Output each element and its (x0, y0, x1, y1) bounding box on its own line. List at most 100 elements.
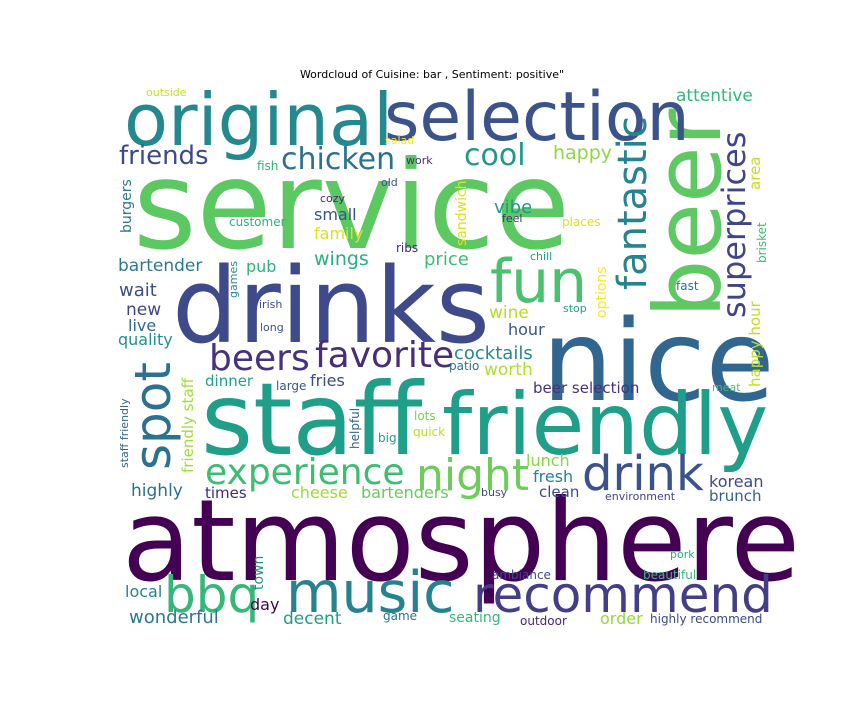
word-environment: environment (605, 490, 676, 503)
word-pub: pub (246, 257, 276, 276)
word-lunch: lunch (526, 451, 570, 470)
word-outside: outside (146, 86, 187, 99)
word-order: order (600, 609, 643, 628)
word-customer: customer (229, 215, 286, 229)
word-cool: cool (464, 138, 526, 173)
word-favorite: favorite (315, 335, 454, 376)
word-beautiful: beautiful (643, 568, 696, 582)
word-cheese: cheese (291, 483, 348, 502)
word-hour: hour (508, 320, 545, 339)
word-stop: stop (563, 302, 587, 315)
word-service: service (133, 135, 570, 277)
word-outdoor: outdoor (520, 614, 567, 628)
word-places: places (562, 215, 601, 229)
word-spot: spot (124, 362, 182, 470)
word-music: music (286, 560, 455, 626)
word-beer: beer (635, 108, 742, 318)
word-friendly: friendly (442, 375, 768, 475)
word-staff: staff (201, 361, 425, 478)
word-staff-friendly: staff friendly (118, 398, 131, 468)
word-highly: highly (131, 481, 183, 501)
word-seating: seating (449, 610, 501, 626)
word-chicken: chicken (281, 142, 395, 177)
word-quality: quality (118, 330, 173, 349)
word-area: area (746, 157, 764, 190)
word-brunch: brunch (709, 487, 761, 505)
word-games: games (227, 261, 240, 298)
word-bartender: bartender (118, 256, 202, 276)
word-brisket: brisket (755, 222, 769, 263)
word-fast: fast (676, 279, 699, 293)
word-town: town (251, 556, 267, 590)
word-fun: fun (490, 247, 587, 317)
word-atmosphere: atmosphere (122, 475, 800, 607)
word-dinner: dinner (205, 372, 254, 390)
word-beers: beers (209, 338, 310, 379)
wordcloud-title: Wordcloud of Cuisine: bar , Sentiment: p… (299, 68, 565, 81)
word-game: game (383, 609, 417, 623)
word-beer-selection: beer selection (533, 379, 639, 397)
word-happy: happy (553, 142, 612, 164)
word-fresh: fresh (533, 467, 573, 486)
word-patio: patio (449, 359, 479, 373)
word-clean: clean (539, 483, 579, 501)
word-long: long (260, 321, 284, 334)
word-vibe: vibe (494, 197, 532, 218)
word-meat: meat (712, 381, 741, 394)
word-large: large (276, 379, 306, 393)
word-ribs: ribs (396, 241, 418, 255)
word-selection: selection (384, 78, 690, 157)
word-korean: korean (709, 472, 764, 491)
word-chill: chill (530, 250, 552, 263)
word-cocktails: cocktails (454, 343, 533, 364)
word-pork: pork (670, 548, 695, 561)
word-lots: lots (414, 409, 436, 423)
word-day: day (250, 595, 279, 614)
word-feel: feel (502, 212, 522, 225)
word-original: original (124, 78, 393, 162)
word-old: old (381, 176, 398, 189)
word-night: night (416, 450, 529, 501)
word-wine: wine (489, 303, 529, 323)
word-big: big (378, 431, 397, 445)
word-price: price (424, 249, 469, 270)
word-local: local (125, 582, 162, 601)
word-wings: wings (314, 248, 369, 270)
word-new: new (126, 300, 161, 320)
word-nice: nice (542, 297, 775, 427)
word-options: options (594, 266, 610, 318)
word-family: family (314, 224, 363, 243)
word-happy-hour: happy hour (746, 300, 764, 387)
word-friends: friends (119, 141, 209, 171)
word-irish: irish (259, 298, 282, 311)
word-busy: busy (481, 486, 508, 499)
word-sandwich: sandwich (454, 180, 470, 246)
word-salad: salad (385, 134, 414, 147)
word-experience: experience (205, 452, 405, 493)
word-decent: decent (283, 609, 342, 629)
word-quick: quick (413, 425, 445, 439)
word-attentive: attentive (676, 86, 753, 106)
word-fish: fish (257, 159, 278, 173)
word-burgers: burgers (119, 179, 135, 233)
word-cozy: cozy (320, 192, 346, 205)
word-fries: fries (310, 371, 345, 390)
word-bbq: bbq (164, 566, 259, 624)
word-work: work (406, 154, 433, 167)
word-fantastic: fantastic (610, 116, 656, 290)
word-superprices: superprices (715, 132, 753, 318)
word-highly-recommend: highly recommend (650, 612, 762, 626)
word-helpful: helpful (348, 408, 362, 449)
word-recommend: recommend (473, 566, 773, 624)
word-friendly-staff: friendly staff (179, 377, 197, 473)
word-wait: wait (119, 280, 157, 301)
word-small: small (314, 205, 357, 224)
word-worth: worth (484, 360, 533, 380)
word-drink: drink (582, 446, 704, 502)
word-ambiance: ambiance (492, 568, 551, 582)
word-live: live (128, 316, 156, 335)
word-drinks: drinks (172, 245, 490, 367)
word-bartenders: bartenders (361, 483, 449, 502)
word-times: times (205, 484, 247, 502)
